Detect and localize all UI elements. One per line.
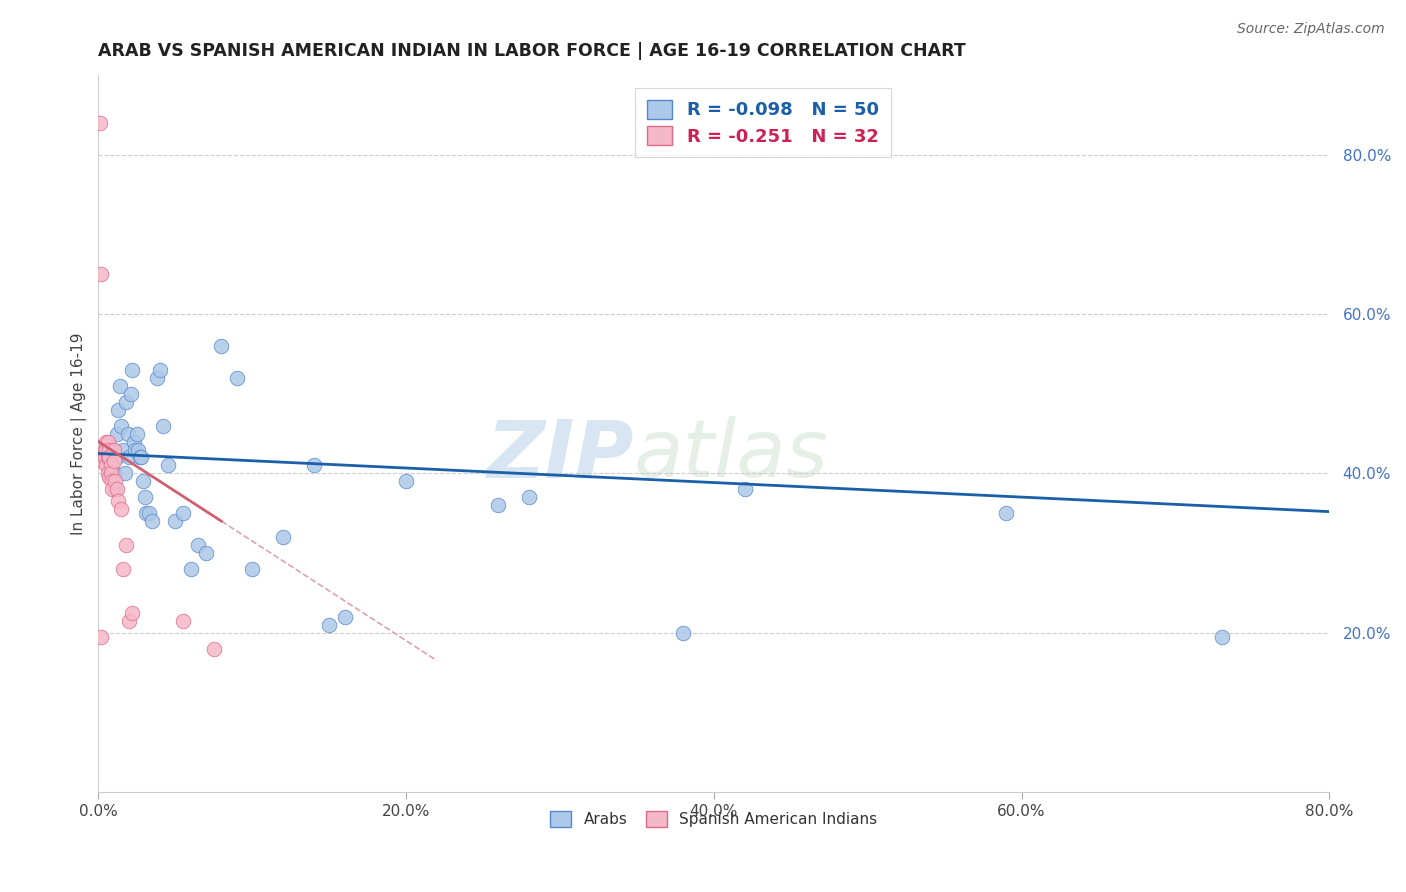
- Point: [111, 562, 134, 576]
- Point: [152, 418, 174, 433]
- Point: [91, 450, 114, 465]
- Point: [111, 442, 134, 457]
- Point: [104, 483, 127, 497]
- Point: [105, 483, 128, 497]
- Point: [180, 562, 202, 576]
- Point: [114, 467, 136, 481]
- Point: [90, 268, 112, 282]
- Point: [125, 426, 148, 441]
- Point: [90, 630, 112, 644]
- Point: [156, 458, 179, 473]
- Point: [395, 475, 418, 489]
- Point: [138, 506, 160, 520]
- Point: [302, 458, 325, 473]
- Point: [107, 494, 129, 508]
- Point: [93, 450, 115, 465]
- Point: [734, 483, 756, 497]
- Point: [103, 454, 125, 468]
- Point: [118, 614, 141, 628]
- Point: [118, 450, 141, 465]
- Point: [103, 467, 125, 481]
- Legend: Arabs, Spanish American Indians: Arabs, Spanish American Indians: [543, 803, 886, 835]
- Point: [105, 426, 128, 441]
- Point: [124, 442, 146, 457]
- Point: [122, 434, 145, 449]
- Text: atlas: atlas: [634, 416, 828, 494]
- Point: [120, 386, 142, 401]
- Point: [93, 442, 115, 457]
- Point: [97, 434, 120, 449]
- Point: [97, 467, 120, 481]
- Point: [195, 546, 218, 560]
- Point: [995, 506, 1018, 520]
- Point: [98, 470, 121, 484]
- Point: [132, 475, 155, 489]
- Point: [271, 530, 294, 544]
- Point: [104, 475, 127, 489]
- Point: [91, 454, 114, 468]
- Point: [141, 514, 163, 528]
- Point: [121, 606, 143, 620]
- Point: [115, 394, 138, 409]
- Point: [172, 614, 194, 628]
- Point: [202, 641, 225, 656]
- Point: [486, 498, 509, 512]
- Point: [211, 339, 233, 353]
- Text: ZIP: ZIP: [486, 416, 634, 494]
- Point: [146, 371, 169, 385]
- Point: [135, 506, 157, 520]
- Point: [172, 506, 194, 520]
- Point: [94, 442, 117, 457]
- Point: [517, 491, 540, 505]
- Point: [134, 491, 156, 505]
- Point: [110, 418, 132, 433]
- Point: [98, 442, 121, 457]
- Point: [121, 363, 143, 377]
- Point: [97, 450, 120, 465]
- Point: [100, 458, 122, 473]
- Point: [89, 116, 111, 130]
- Point: [103, 442, 125, 457]
- Y-axis label: In Labor Force | Age 16-19: In Labor Force | Age 16-19: [72, 333, 87, 535]
- Point: [101, 475, 124, 489]
- Point: [165, 514, 187, 528]
- Point: [103, 442, 125, 457]
- Point: [672, 625, 695, 640]
- Point: [107, 402, 129, 417]
- Point: [117, 426, 139, 441]
- Point: [128, 450, 150, 465]
- Point: [127, 442, 149, 457]
- Point: [149, 363, 172, 377]
- Point: [110, 502, 132, 516]
- Point: [100, 458, 122, 473]
- Point: [115, 538, 138, 552]
- Point: [101, 483, 124, 497]
- Text: ARAB VS SPANISH AMERICAN INDIAN IN LABOR FORCE | AGE 16-19 CORRELATION CHART: ARAB VS SPANISH AMERICAN INDIAN IN LABOR…: [98, 42, 966, 60]
- Point: [1211, 630, 1233, 644]
- Point: [108, 379, 131, 393]
- Point: [100, 467, 122, 481]
- Point: [98, 450, 121, 465]
- Point: [240, 562, 263, 576]
- Point: [225, 371, 247, 385]
- Point: [333, 609, 356, 624]
- Point: [187, 538, 209, 552]
- Point: [131, 450, 153, 465]
- Point: [94, 434, 117, 449]
- Point: [105, 450, 128, 465]
- Point: [318, 617, 340, 632]
- Point: [94, 458, 117, 473]
- Text: Source: ZipAtlas.com: Source: ZipAtlas.com: [1237, 22, 1385, 37]
